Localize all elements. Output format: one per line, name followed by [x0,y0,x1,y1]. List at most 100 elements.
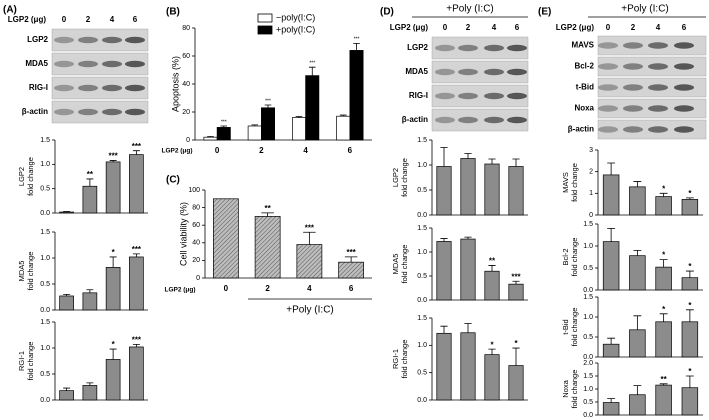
blot-row-label: t-Bid [576,83,594,92]
y-tick-label: 1.0 [40,345,50,352]
bar [655,321,672,358]
bar [460,238,476,301]
y-tick-label: 0 [196,275,200,282]
y-tick-label: 0 [186,137,190,144]
bar [129,256,144,311]
error-bar [633,250,642,256]
significance: *** [346,248,356,257]
significance: *** [132,245,142,254]
blot-band [648,63,668,70]
error-bar [488,158,496,164]
significance: *** [511,272,521,281]
blot-band [102,36,122,44]
bar [203,136,218,141]
blot-band [78,36,98,44]
error-bar [132,253,140,257]
panel-label: (A) [3,5,17,16]
y-axis-label: RGI-1 [391,349,400,369]
y-tick-label: 1 [589,190,593,197]
y-axis-label: Bcl-2 [561,248,570,265]
bar [508,365,524,401]
y-tick-label: 100 [188,187,200,194]
error-bar [109,256,117,268]
y-tick-label: 20 [182,109,190,116]
bar [681,277,699,291]
significance: ** [489,257,496,266]
bar [484,270,500,301]
significance: * [688,189,692,198]
y-axis-label: fold change [570,238,579,277]
x-axis-label: LGP2 (μg) [164,287,195,294]
blot-band [507,116,527,124]
bar [292,117,306,141]
bar [254,216,281,279]
significance: * [662,251,666,260]
bar [436,332,452,401]
y-tick-label: 1.5 [583,221,593,228]
error-bar [512,280,520,285]
y-tick-label: 0.5 [417,187,427,194]
blot-band [648,84,668,91]
blot-band [125,60,145,68]
significance: * [662,184,666,193]
x-axis-label: LGP2 (μg) [161,148,192,155]
bar [508,283,524,301]
bar [82,385,98,401]
blot-strip [51,76,149,100]
y-axis-label: fold change [400,158,409,197]
blot-band [78,84,98,92]
error-bar [109,348,117,360]
lane-label: 0 [62,15,67,24]
blot-band [125,36,145,44]
blot-row-label: LGP2 [27,35,48,44]
blot-strip [51,52,149,76]
blot-band [458,116,478,124]
blot-band [623,105,643,112]
bar [296,244,323,279]
bar [59,211,74,214]
blot-band [102,60,122,68]
blot-band [598,105,618,112]
bar [508,166,524,216]
error-bar [659,192,668,197]
blot-band [435,92,455,100]
bar [436,166,452,216]
error-bar [512,158,520,167]
y-tick-label: 0.0 [40,397,50,404]
panel-label: (D) [380,7,394,18]
blot-row-label: MDA5 [405,67,428,76]
error-bar [607,337,616,345]
bar [681,387,699,416]
blot-row-label: β-actin [568,125,594,134]
significance: *** [108,152,118,161]
lane-label: 4 [656,23,661,32]
bar [436,241,452,301]
treatment-label: +Poly (I:C) [446,4,494,15]
y-axis-label: fold change [570,163,579,202]
bar [129,346,144,401]
bar [602,402,620,416]
x-tick-label: 0 [215,146,220,155]
blot-row-label: MAVS [571,41,594,50]
bar [105,359,121,401]
treatment-label: +Poly (I:C) [621,4,669,15]
significance: ** [87,170,94,179]
group-label: +Poly (I:C) [286,305,334,316]
y-tick-label: 0.5 [40,371,50,378]
blot-row-label: β-actin [402,115,428,124]
error-bar [303,231,316,245]
lane-label: 2 [631,23,636,32]
bar [261,107,275,141]
bar [629,394,646,416]
blot-band [623,63,643,70]
blot-band [484,116,504,124]
error-bar [295,116,303,118]
bar [629,186,646,216]
y-tick-label: 1.5 [583,294,593,301]
error-bar [464,236,472,240]
significance: *** [132,335,142,344]
blot-band [54,60,74,68]
error-bar [685,375,694,388]
bar [59,390,74,401]
blot-band [623,126,643,133]
